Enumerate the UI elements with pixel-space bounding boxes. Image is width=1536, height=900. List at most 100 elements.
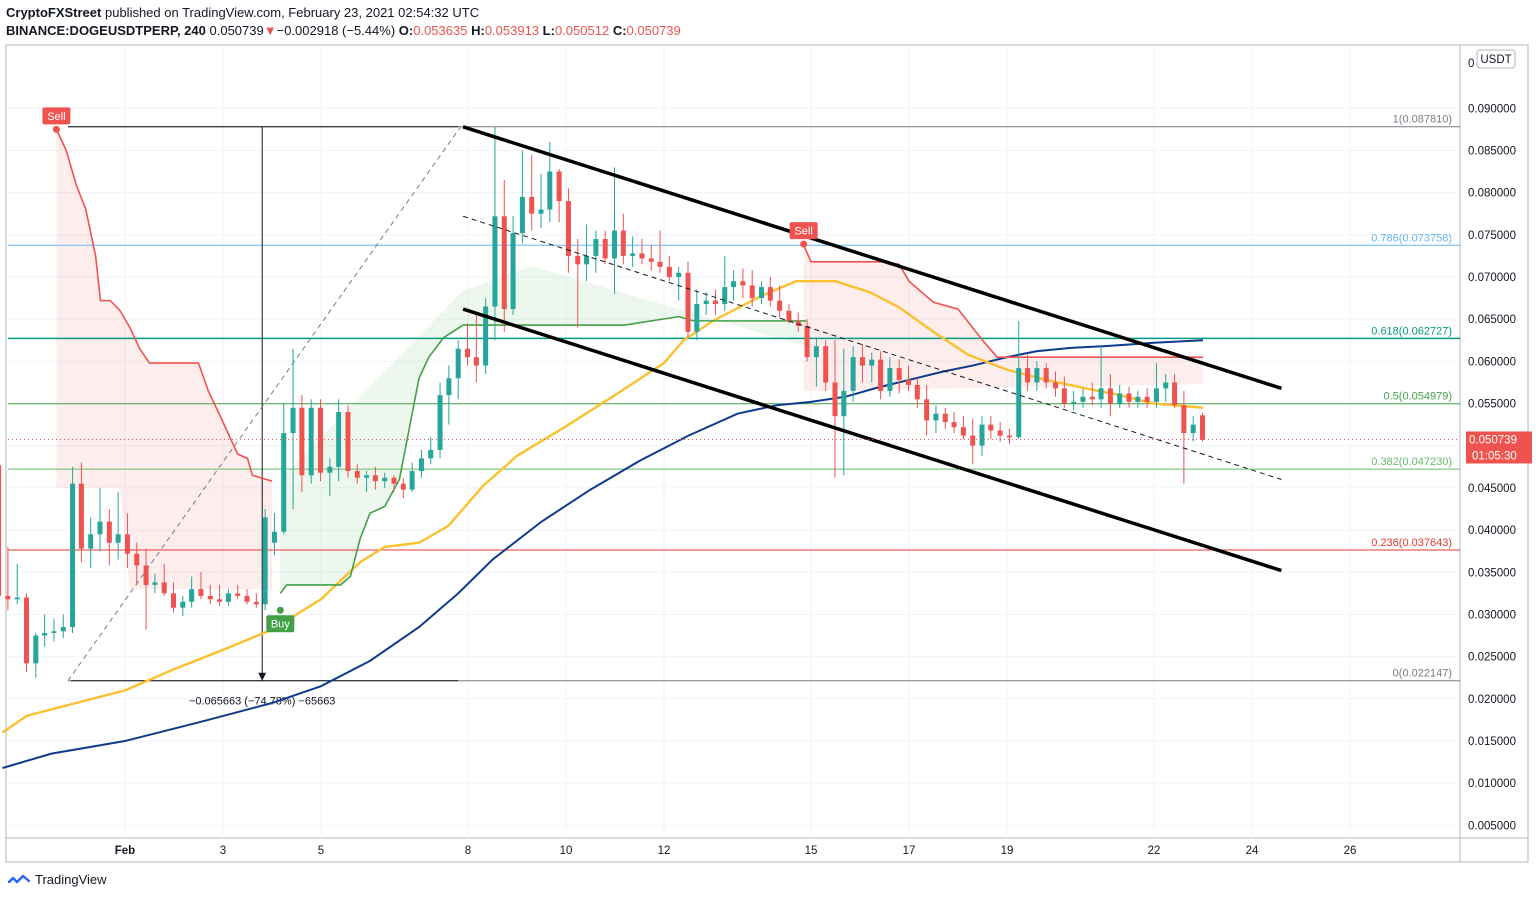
candle-down [253, 593, 259, 608]
candle-body [1126, 393, 1132, 402]
candle-down [767, 276, 773, 307]
candle-body [5, 595, 11, 600]
candle-body [740, 281, 746, 286]
candle-body [612, 230, 618, 259]
candle-body [106, 521, 112, 543]
candle-up [538, 174, 544, 229]
candle-body [1144, 396, 1150, 402]
footer-brand[interactable]: TradingView [35, 872, 107, 887]
countdown-tag [1466, 447, 1532, 464]
candle-up [731, 270, 737, 301]
candle-body [290, 407, 296, 434]
candle-up [483, 298, 489, 375]
candle-body [786, 310, 792, 321]
fib-label-0: 0(0.022147) [1393, 668, 1452, 680]
publish-info: published on TradingView.com, February 2… [104, 5, 480, 20]
candle-body [869, 359, 875, 366]
candle-body [501, 216, 507, 310]
candle-body [832, 382, 838, 417]
candle-body [639, 253, 645, 259]
price-tick-label: 0.045000 [1468, 483, 1516, 495]
candle-up [364, 471, 370, 493]
candle-body [446, 378, 452, 396]
fib-label-0.786: 0.786(0.073758) [1371, 232, 1452, 244]
candle-body [345, 411, 351, 472]
fib-label-1: 1(0.087810) [1393, 114, 1452, 126]
price-tick-label: 0.015000 [1468, 736, 1516, 748]
candle-down [712, 289, 718, 315]
publisher-name[interactable]: CryptoFXStreet [6, 5, 102, 20]
candle-body [409, 471, 415, 490]
fib-label-0.5: 0.5(0.054979) [1384, 391, 1453, 403]
candle-down [823, 340, 829, 391]
grid [8, 45, 1460, 838]
candle-body [253, 601, 259, 605]
candle-body [465, 348, 471, 358]
candle-down [0, 465, 2, 596]
candle-up [676, 266, 682, 301]
candle-down [575, 239, 581, 328]
close-value: 0.050739 [626, 23, 681, 38]
candle-body [354, 471, 360, 478]
candles [0, 126, 1206, 678]
currency-label: USDT [1480, 54, 1511, 66]
candle-body [676, 272, 682, 277]
candle-up [409, 462, 415, 493]
candle-down [1061, 376, 1067, 408]
candle-body [795, 320, 801, 326]
candle-down [391, 475, 397, 493]
candle-body [924, 399, 930, 421]
candle-body [33, 635, 39, 664]
supertrend-bear-fill-2 [803, 244, 1203, 392]
candle-down [914, 378, 920, 408]
candle-body [1181, 405, 1187, 434]
candle-up [1190, 416, 1196, 442]
candle-body [262, 517, 268, 605]
signal-sell-2: Sell [789, 222, 818, 248]
candle-down [244, 589, 250, 605]
candle-up [813, 337, 819, 387]
candle-body [271, 531, 277, 543]
candle-body [437, 395, 443, 450]
close-label: C: [612, 23, 627, 38]
candle-body [1071, 401, 1077, 404]
signal-sell-0: Sell [42, 107, 71, 133]
candle-body [143, 565, 149, 585]
candle-up [97, 487, 103, 552]
candle-body [823, 346, 829, 383]
down-arrow-icon: ▼ [263, 23, 277, 38]
time-tick-label: 12 [658, 845, 671, 857]
candle-body [1098, 388, 1104, 400]
candle-body [336, 411, 342, 467]
candle-body [749, 285, 755, 299]
candle-body [712, 300, 718, 304]
candle-body [547, 171, 553, 210]
candle-down [501, 179, 507, 332]
candle-body [372, 475, 378, 482]
candle-body [565, 201, 571, 256]
candle-body [1061, 388, 1067, 404]
candle-body [24, 597, 30, 664]
candle-body [281, 433, 287, 532]
candle-up [584, 224, 590, 282]
candle-up [630, 236, 636, 267]
candle-down [1181, 390, 1187, 484]
candle-body [1025, 368, 1031, 383]
candle-body [207, 595, 213, 600]
publish-line: CryptoFXStreet published on TradingView.… [6, 4, 681, 22]
time-tick-label: 17 [903, 845, 916, 857]
candle-body [666, 266, 672, 277]
candle-body [988, 424, 994, 431]
candle-up [446, 365, 452, 425]
price-tick-label: 0.080000 [1468, 188, 1516, 200]
candle-body [134, 553, 140, 566]
candle-down [235, 584, 241, 600]
symbol-name[interactable]: BINANCE:DOGEUSDTPERP, 240 [6, 23, 206, 38]
candle-body [694, 303, 700, 332]
candle-body [1043, 368, 1049, 383]
candle-up [703, 292, 709, 315]
candle-down [400, 477, 406, 499]
time-tick-label: 26 [1344, 845, 1357, 857]
currency-badge [1476, 49, 1516, 69]
